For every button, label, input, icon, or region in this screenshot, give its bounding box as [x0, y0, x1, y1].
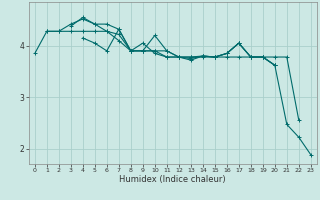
- X-axis label: Humidex (Indice chaleur): Humidex (Indice chaleur): [119, 175, 226, 184]
